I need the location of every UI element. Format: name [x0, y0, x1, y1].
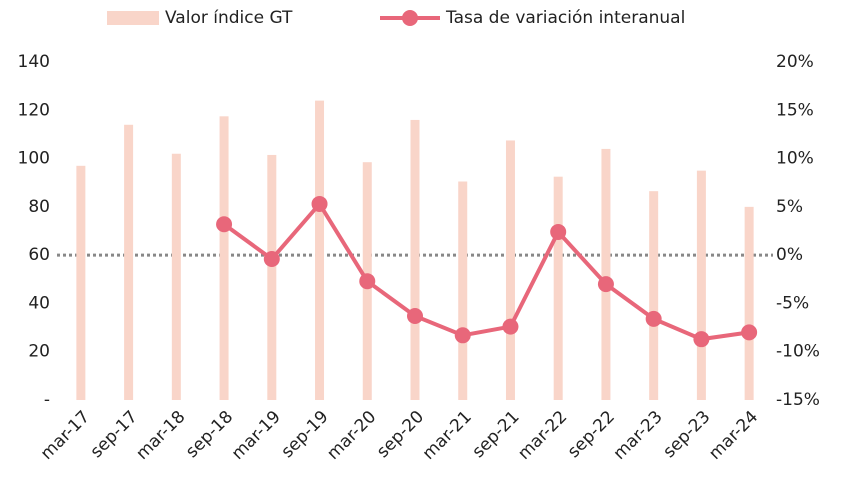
line-marker — [597, 276, 614, 293]
legend-label: Valor índice GT — [165, 8, 293, 28]
line-marker — [311, 195, 328, 212]
bar — [601, 148, 611, 400]
y2-tick-label: -5% — [776, 293, 809, 313]
y2-tick-label: 0% — [776, 245, 803, 265]
line-marker — [359, 273, 376, 290]
line-marker — [693, 331, 710, 348]
bar — [696, 170, 706, 400]
x-tick-label: sep-19 — [278, 407, 333, 462]
bar — [267, 154, 277, 400]
bar — [649, 191, 659, 400]
x-tick-label: sep-18 — [182, 407, 237, 462]
y-tick-label: 80 — [28, 197, 50, 217]
line-marker — [454, 327, 471, 344]
y2-tick-label: 20% — [776, 52, 814, 72]
bar — [124, 124, 134, 401]
y-tick-label: 60 — [28, 245, 50, 265]
legend-swatch-marker — [402, 10, 418, 26]
bar — [219, 116, 229, 401]
line-marker — [741, 324, 758, 341]
bar — [76, 165, 86, 400]
x-tick-label: mar-23 — [610, 407, 667, 464]
line — [222, 200, 750, 342]
x-tick-label: mar-22 — [514, 407, 571, 464]
x-tick-label: mar-24 — [705, 407, 762, 464]
line-marker — [407, 307, 423, 324]
line-marker — [263, 251, 280, 268]
y2-tick-label: 5% — [776, 197, 803, 217]
y2-tick-label: -15% — [776, 390, 820, 410]
x-tick-label: sep-23 — [659, 407, 714, 462]
bar — [553, 176, 563, 400]
y-tick-label: 140 — [18, 52, 50, 72]
x-tick-label: mar-21 — [419, 407, 476, 464]
bar — [410, 119, 420, 400]
y-tick-label: - — [44, 390, 50, 410]
x-tick-label: sep-22 — [564, 407, 619, 462]
y2-tick-label: 10% — [776, 149, 814, 169]
line-marker — [550, 223, 567, 240]
legend-label: Tasa de variación interanual — [445, 8, 685, 28]
x-tick-label: mar-20 — [323, 407, 380, 464]
y-tick-label: 120 — [18, 100, 50, 120]
bar — [315, 100, 325, 400]
x-tick-label: sep-17 — [87, 407, 142, 462]
legend-swatch — [107, 11, 159, 25]
y-tick-label: 100 — [18, 149, 50, 169]
line-marker — [502, 318, 519, 335]
x-tick-label: mar-17 — [37, 407, 94, 464]
bar — [744, 206, 754, 400]
bar — [171, 153, 181, 400]
line-marker — [216, 216, 233, 233]
y-tick-label: 20 — [28, 342, 50, 362]
x-tick-label: sep-21 — [468, 407, 523, 462]
bar — [505, 140, 515, 400]
x-tick-label: mar-18 — [132, 407, 189, 464]
y-tick-label: 40 — [28, 293, 50, 313]
bar — [458, 181, 468, 400]
x-tick-label: mar-19 — [228, 407, 285, 464]
line-marker — [645, 310, 662, 327]
y2-tick-label: -10% — [776, 342, 820, 362]
y2-tick-label: 15% — [776, 100, 814, 120]
x-tick-label: sep-20 — [373, 407, 428, 462]
